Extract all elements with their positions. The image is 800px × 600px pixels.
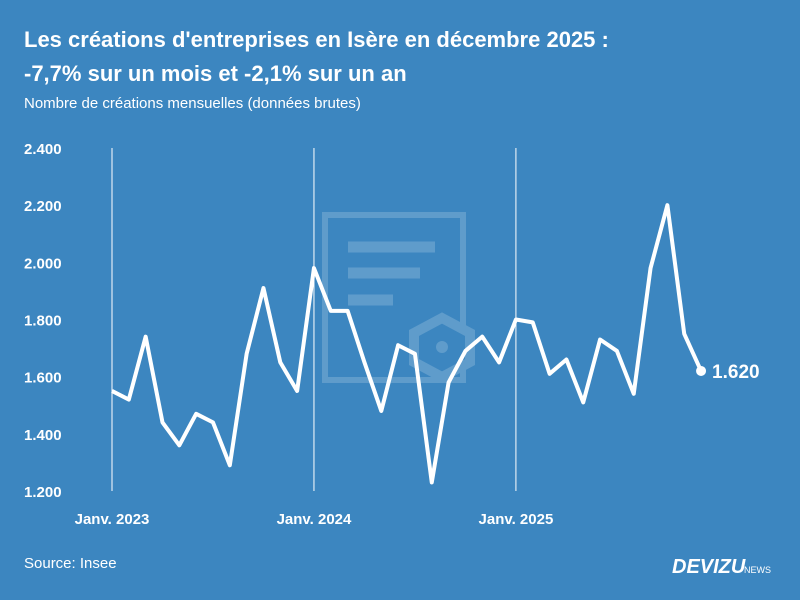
brand-suffix: NEWS (744, 565, 771, 575)
watermark (322, 212, 475, 383)
y-tick-label: 1.600 (24, 370, 62, 387)
y-tick-label: 1.800 (24, 313, 62, 330)
chart-subtitle: Nombre de créations mensuelles (données … (24, 95, 361, 112)
chart-title: Les créations d'entreprises en Isère en … (24, 27, 609, 52)
y-tick-label: 2.200 (24, 198, 62, 215)
x-tick-label: Janv. 2023 (75, 511, 150, 528)
x-tick-label: Janv. 2025 (479, 511, 554, 528)
brand: DEVIZU (672, 556, 746, 578)
x-tick-label: Janv. 2024 (277, 511, 352, 528)
y-tick-label: 2.000 (24, 255, 62, 272)
source: Source: Insee (24, 555, 117, 572)
line (111, 203, 703, 485)
value-label: 1.620 (712, 362, 760, 383)
y-tick-label: 1.200 (24, 484, 62, 501)
chart-title: -7,7% sur un mois et -2,1% sur un an (24, 61, 407, 86)
y-tick-label: 2.400 (24, 141, 62, 158)
y-tick-label: 1.400 (24, 427, 62, 444)
point (696, 365, 707, 376)
